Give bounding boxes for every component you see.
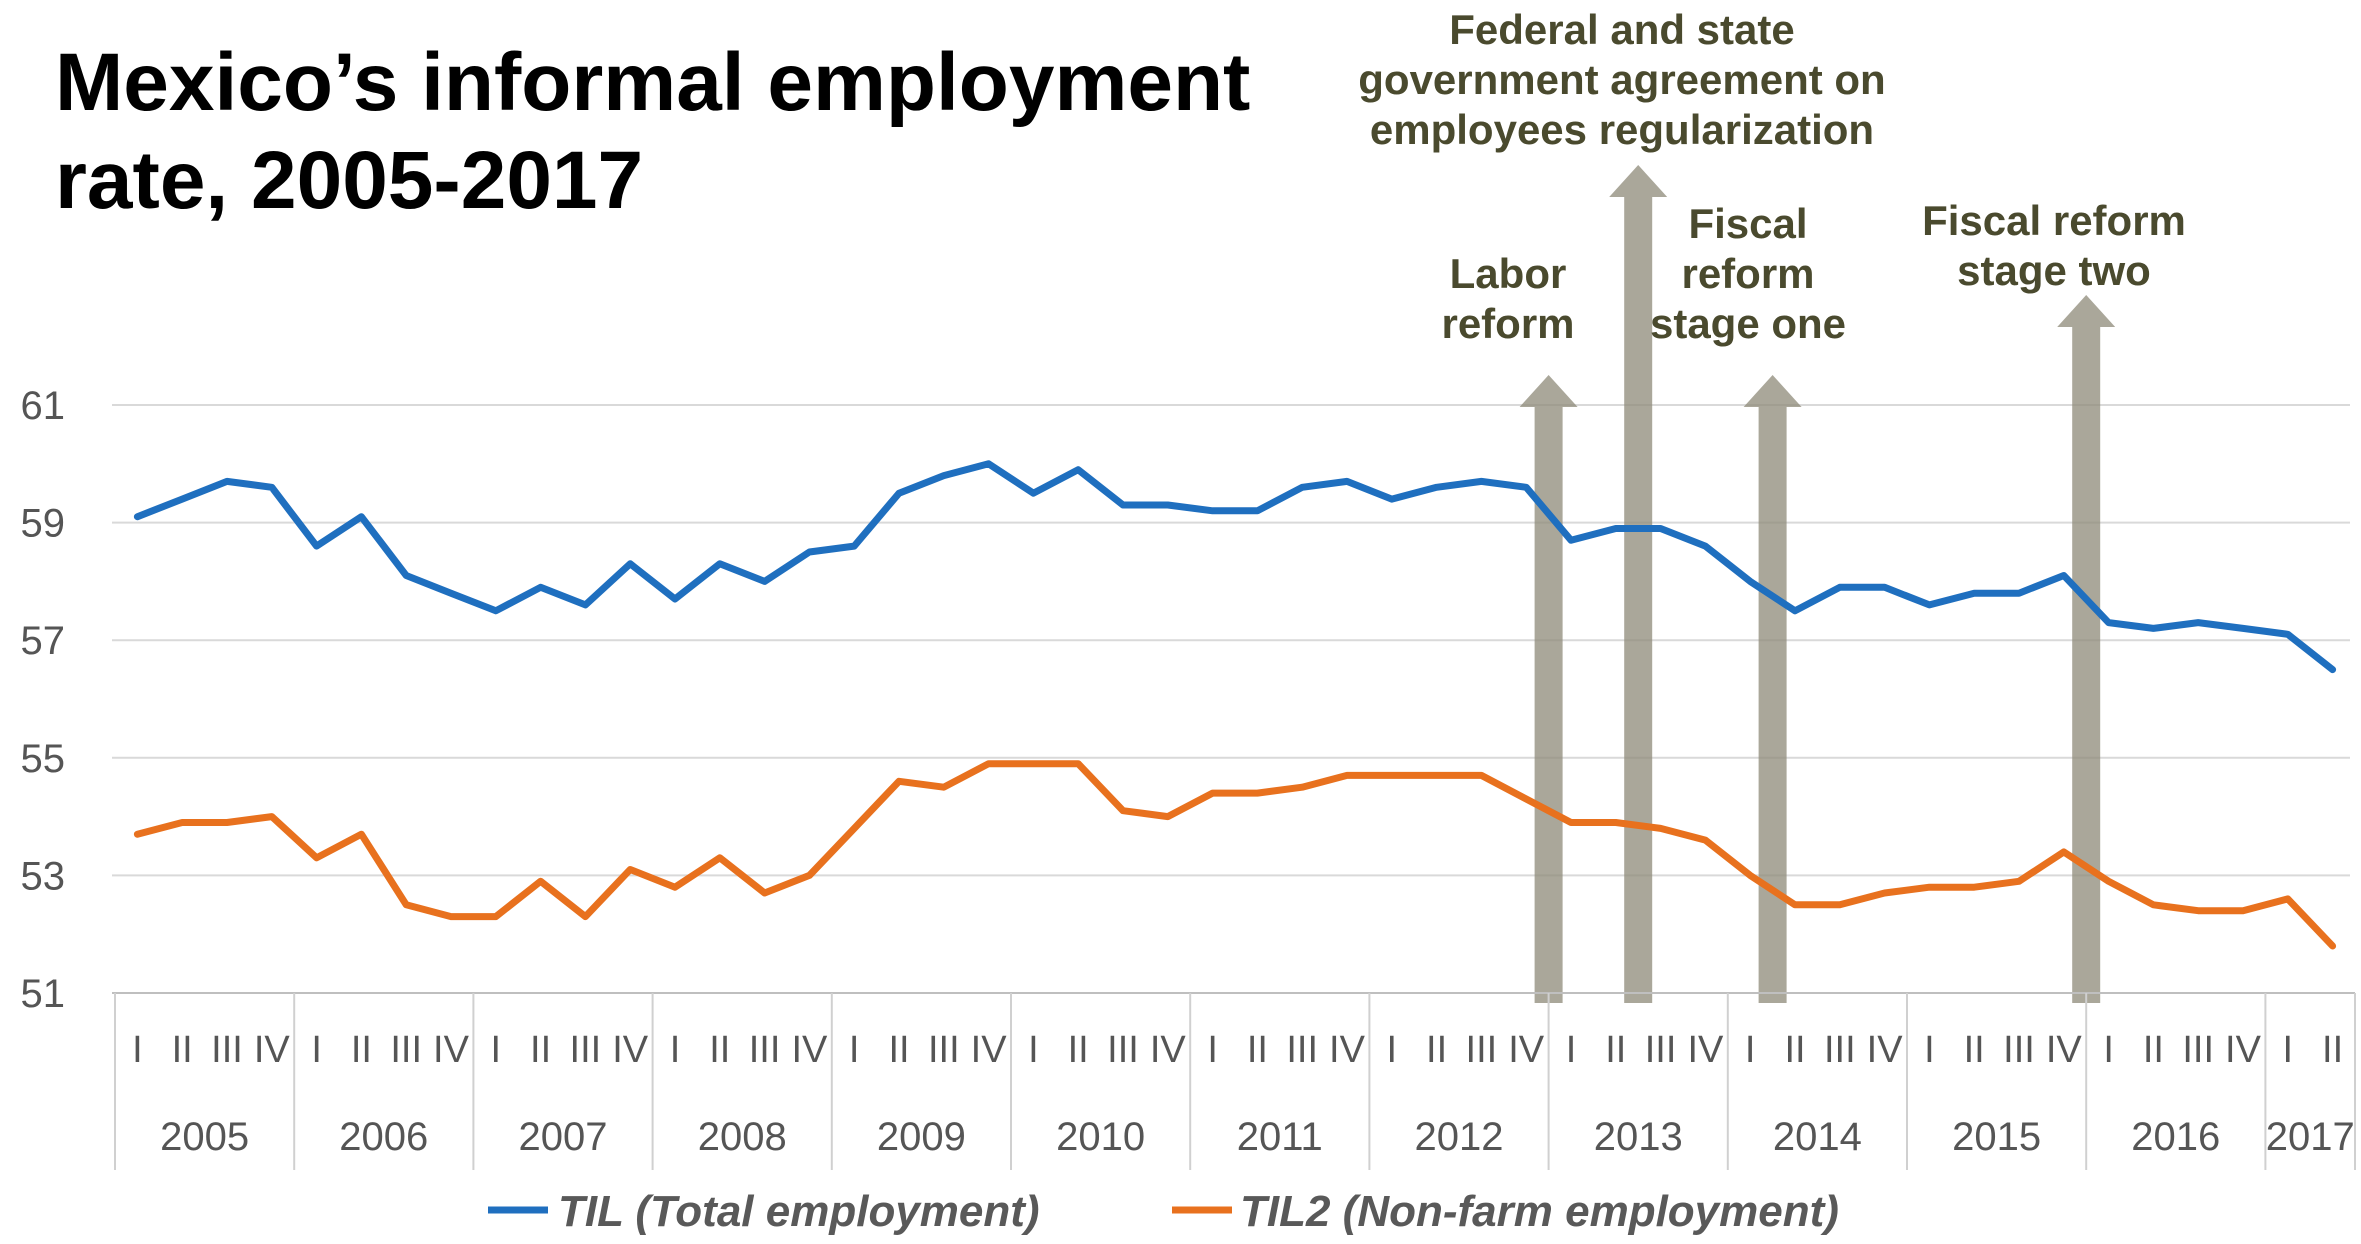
y-tick-label: 55	[21, 737, 66, 781]
quarter-tick-label: II	[351, 1029, 372, 1071]
y-tick-label: 59	[21, 502, 66, 546]
quarter-tick-label: III	[1107, 1029, 1139, 1071]
annotation-label-3: Fiscal reform	[1922, 197, 2186, 244]
year-tick-label: 2006	[339, 1115, 428, 1159]
chart-title-line-0: Mexico’s informal employment	[55, 37, 1250, 128]
quarter-tick-label: III	[211, 1029, 243, 1071]
year-tick-label: 2016	[2131, 1115, 2220, 1159]
quarter-tick-label: I	[670, 1029, 681, 1071]
quarter-tick-label: II	[888, 1029, 909, 1071]
quarter-tick-label: III	[2003, 1029, 2035, 1071]
y-axis: 51 53 55 57 59 61	[21, 384, 66, 1016]
legend: TIL (Total employment) TIL2 (Non-farm emp…	[488, 1187, 1839, 1236]
y-tick-label: 53	[21, 854, 66, 898]
quarter-tick-label: II	[1964, 1029, 1985, 1071]
quarter-tick-label: IV	[1329, 1029, 1366, 1071]
annotation-arrow-2	[1743, 375, 1802, 1003]
quarter-tick-label: III	[570, 1029, 602, 1071]
annotation-label-1: employees regularization	[1370, 106, 1874, 153]
quarter-tick-label: I	[491, 1029, 502, 1071]
annotation-label-2: reform	[1681, 250, 1814, 297]
series-line-0	[133, 460, 2337, 674]
y-tick-label: 57	[21, 619, 66, 663]
quarter-tick-label: IV	[1867, 1029, 1904, 1071]
quarter-tick-label: IV	[254, 1029, 291, 1071]
annotation-arrow-3	[2057, 295, 2116, 1003]
quarter-tick-label: I	[311, 1029, 322, 1071]
series-lines	[133, 460, 2337, 950]
annotation-arrow-1	[1609, 165, 1668, 1003]
year-tick-label: 2009	[877, 1115, 966, 1159]
year-tick-label: 2013	[1594, 1115, 1683, 1159]
quarter-tick-label: II	[1605, 1029, 1626, 1071]
quarter-tick-label: IV	[971, 1029, 1008, 1071]
quarter-tick-label: I	[1028, 1029, 1039, 1071]
quarter-tick-label: I	[849, 1029, 860, 1071]
quarter-tick-label: I	[1566, 1029, 1577, 1071]
year-tick-label: 2017	[2266, 1115, 2355, 1159]
chart-title-line-1: rate, 2005-2017	[55, 135, 643, 226]
quarter-tick-label: III	[749, 1029, 781, 1071]
annotation-arrows	[1519, 165, 2116, 1003]
quarter-tick-label: IV	[1687, 1029, 1724, 1071]
legend-label-1: TIL2 (Non-farm employment)	[1240, 1187, 1839, 1236]
quarter-tick-label: IV	[1150, 1029, 1187, 1071]
year-tick-label: 2014	[1773, 1115, 1862, 1159]
quarter-tick-label: IV	[612, 1029, 649, 1071]
annotation-arrow-0	[1519, 375, 1578, 1003]
quarter-tick-label: IV	[791, 1029, 828, 1071]
year-tick-label: 2012	[1415, 1115, 1504, 1159]
annotation-label-2: stage one	[1650, 300, 1846, 347]
quarter-tick-label: II	[709, 1029, 730, 1071]
annotation-label-0: Labor	[1450, 250, 1567, 297]
quarter-tick-label: III	[390, 1029, 422, 1071]
annotation-label-1: Federal and state	[1449, 6, 1794, 53]
quarter-tick-label: I	[1924, 1029, 1935, 1071]
annotation-label-0: reform	[1441, 300, 1574, 347]
y-tick-label: 51	[21, 972, 66, 1016]
quarter-tick-label: I	[1745, 1029, 1756, 1071]
annotation-label-2: Fiscal	[1688, 200, 1807, 247]
year-tick-label: 2007	[519, 1115, 608, 1159]
quarter-tick-label: III	[1824, 1029, 1856, 1071]
y-tick-label: 61	[21, 384, 66, 428]
quarter-tick-label: IV	[433, 1029, 470, 1071]
quarter-tick-label: IV	[1508, 1029, 1545, 1071]
quarter-tick-label: II	[172, 1029, 193, 1071]
year-tick-label: 2011	[1237, 1115, 1323, 1159]
quarter-tick-label: II	[1068, 1029, 1089, 1071]
quarter-tick-label: III	[1645, 1029, 1677, 1071]
quarter-tick-label: II	[1247, 1029, 1268, 1071]
quarter-tick-label: II	[1426, 1029, 1447, 1071]
year-tick-label: 2005	[160, 1115, 249, 1159]
quarter-tick-label: I	[1207, 1029, 1218, 1071]
quarter-tick-label: III	[1286, 1029, 1318, 1071]
legend-label-0: TIL (Total employment)	[558, 1187, 1040, 1236]
quarter-tick-label: III	[2182, 1029, 2214, 1071]
quarter-tick-label: I	[132, 1029, 143, 1071]
quarter-tick-label: I	[2103, 1029, 2114, 1071]
series-line-1	[133, 760, 2337, 950]
year-tick-label: 2008	[698, 1115, 787, 1159]
annotation-label-1: government agreement on	[1358, 56, 1885, 103]
quarter-tick-label: IV	[2046, 1029, 2083, 1071]
quarter-tick-label: I	[1387, 1029, 1398, 1071]
quarter-tick-label: I	[2283, 1029, 2294, 1071]
quarter-tick-label: II	[530, 1029, 551, 1071]
year-tick-label: 2015	[1952, 1115, 2041, 1159]
quarter-tick-label: III	[1466, 1029, 1498, 1071]
quarter-tick-label: III	[928, 1029, 960, 1071]
quarter-tick-label: II	[2143, 1029, 2164, 1071]
quarter-tick-label: IV	[2225, 1029, 2262, 1071]
year-tick-label: 2010	[1056, 1115, 1145, 1159]
quarter-tick-label: II	[1784, 1029, 1805, 1071]
annotation-label-3: stage two	[1957, 247, 2151, 294]
gridlines	[112, 404, 2350, 877]
quarter-tick-label: II	[2322, 1029, 2343, 1071]
